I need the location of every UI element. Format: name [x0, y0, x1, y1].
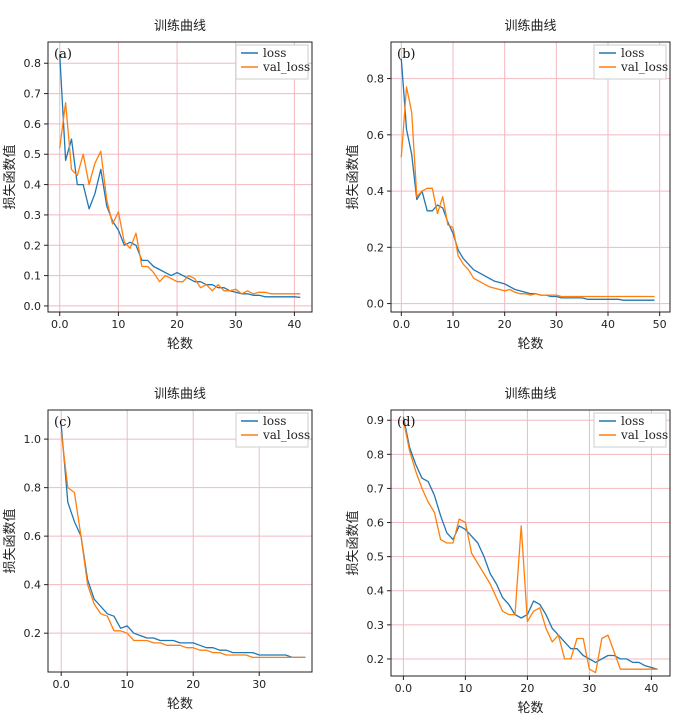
y-axis-label: 损失函数值: [345, 510, 361, 575]
legend-box: [593, 412, 667, 448]
series-line-loss: [59, 54, 301, 299]
series-line-val-loss: [402, 420, 658, 674]
series-line-val-loss: [400, 86, 655, 298]
panel-label: (d): [397, 415, 415, 430]
y-tick-label: 0.4: [24, 179, 42, 192]
legend-item: loss: [621, 414, 644, 428]
y-tick-label: 0.2: [24, 627, 42, 640]
x-tick-label: 30: [229, 318, 243, 331]
y-tick-label: 0.0: [367, 298, 385, 311]
chart-panel-2: 训练曲线 0.0 10 20 30 40 50 0.0 0.2 0.4 0.6 0.8 轮数 损失函数值 (…: [345, 19, 671, 352]
chart-title: 训练曲线: [504, 19, 556, 34]
chart-panel-1: 训练曲线 0.0 10 20 30 40 0.0 0.1 0.2 0.3 0.4 0.5 0.6 0.7 0…: [2, 19, 313, 352]
x-tick-label: 10: [458, 682, 472, 695]
x-tick-label: 30: [582, 682, 596, 695]
plot-area: [391, 42, 670, 312]
chart-title: 训练曲线: [154, 19, 206, 34]
y-axis-label: 损失函数值: [345, 144, 361, 209]
x-tick-label: 40: [287, 318, 301, 331]
x-tick-label: 20: [520, 682, 534, 695]
legend-box: [235, 412, 309, 448]
y-tick-label: 0.8: [24, 482, 42, 495]
series-line-val-loss: [59, 102, 301, 295]
x-axis-label: 轮数: [167, 337, 193, 352]
y-tick-label: 0.4: [24, 579, 42, 592]
x-axis-label: 轮数: [517, 337, 543, 352]
plot-area: [48, 410, 312, 672]
plot-area: [391, 410, 670, 676]
y-tick-label: 0.6: [24, 530, 42, 543]
series-line-loss: [400, 58, 655, 301]
legend-item: val_loss: [620, 428, 668, 442]
y-tick-label: 0.4: [367, 185, 385, 198]
x-tick-label: 30: [252, 678, 266, 691]
y-tick-label: 0.5: [24, 148, 42, 161]
y-axis-label: 损失函数值: [2, 144, 18, 209]
y-tick-label: 1.0: [24, 433, 42, 446]
y-tick-label: 0.6: [367, 129, 385, 142]
y-tick-label: 0.8: [367, 448, 385, 461]
chart-panel-4: 训练曲线 0.0 10 20 30 40 0.2 0.3 0.4 0.5 0.6 0.7 0.8 0.9 轮…: [345, 387, 671, 716]
y-tick-label: 0.2: [367, 653, 385, 666]
y-tick-label: 0.5: [367, 551, 385, 564]
x-tick-label: 10: [120, 678, 134, 691]
x-tick-label: 40: [644, 682, 658, 695]
x-tick-label: 40: [601, 318, 615, 331]
legend-box: [235, 44, 309, 80]
x-tick-label: 0.0: [395, 682, 413, 695]
legend-item: loss: [263, 414, 286, 428]
y-axis-label: 损失函数值: [2, 508, 18, 573]
y-tick-label: 0.3: [24, 209, 42, 222]
series-line-val-loss: [60, 431, 306, 659]
y-tick-label: 0.2: [24, 239, 42, 252]
x-tick-label: 10: [111, 318, 125, 331]
x-axis-label: 轮数: [517, 701, 543, 716]
x-tick-label: 10: [446, 318, 460, 331]
x-tick-label: 20: [498, 318, 512, 331]
legend-item: loss: [621, 46, 644, 60]
x-tick-label: 0.0: [393, 318, 411, 331]
legend-item: val_loss: [262, 60, 310, 74]
panel-label: (c): [54, 415, 71, 430]
chart-panel-3: 训练曲线 0.0 10 20 30 0.2 0.4 0.6 0.8 1.0 轮数 损失函数值 (c) lo…: [2, 387, 313, 712]
y-tick-label: 0.0: [24, 300, 42, 313]
y-tick-label: 0.9: [367, 414, 385, 427]
panel-label: (a): [54, 47, 72, 62]
legend-box: [593, 44, 667, 80]
y-tick-label: 0.6: [24, 118, 42, 131]
y-tick-label: 0.1: [24, 270, 42, 283]
plot-frame: [47, 409, 313, 673]
x-tick-label: 50: [653, 318, 667, 331]
x-tick-label: 30: [549, 318, 563, 331]
legend-item: val_loss: [262, 428, 310, 442]
legend-item: loss: [263, 46, 286, 60]
y-tick-label: 0.6: [367, 517, 385, 530]
panel-label: (b): [397, 47, 415, 62]
x-tick-label: 20: [186, 678, 200, 691]
x-tick-label: 20: [170, 318, 184, 331]
y-tick-label: 0.4: [367, 585, 385, 598]
plot-frame: [47, 41, 313, 313]
chart-title: 训练曲线: [504, 387, 556, 402]
series-line-loss: [60, 424, 306, 659]
x-axis-label: 轮数: [167, 697, 193, 712]
y-tick-label: 0.8: [367, 73, 385, 86]
plot-area: [48, 42, 312, 312]
plot-frame: [390, 409, 671, 677]
x-tick-label: 0.0: [51, 318, 69, 331]
x-tick-label: 0.0: [52, 678, 70, 691]
y-tick-label: 0.8: [24, 57, 42, 70]
chart-title: 训练曲线: [154, 387, 206, 402]
y-tick-label: 0.7: [24, 88, 42, 101]
plot-frame: [390, 41, 671, 313]
y-tick-label: 0.2: [367, 241, 385, 254]
y-tick-label: 0.7: [367, 482, 385, 495]
y-tick-label: 0.3: [367, 619, 385, 632]
legend-item: val_loss: [620, 60, 668, 74]
